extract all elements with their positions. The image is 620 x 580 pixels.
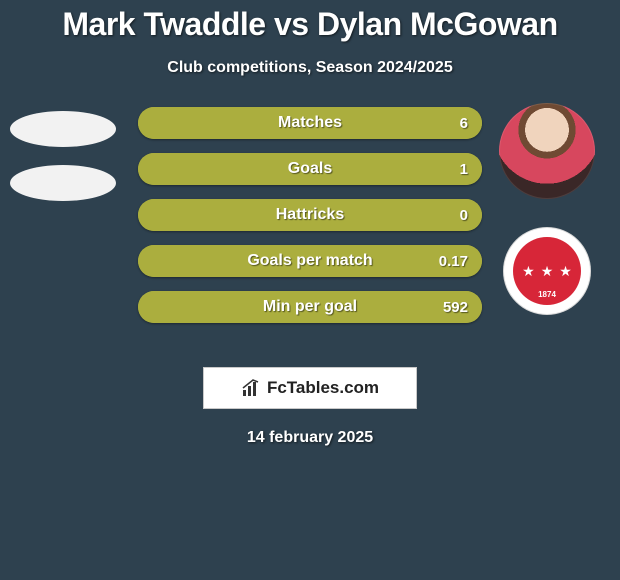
brand-box[interactable]: FcTables.com	[203, 367, 417, 409]
stat-bar-value-right: 0.17	[439, 245, 468, 277]
left-player-club-placeholder	[10, 165, 116, 201]
stat-bar: Hattricks0	[138, 199, 482, 231]
stat-bar-value-right: 592	[443, 291, 468, 323]
stat-bar-label: Matches	[138, 107, 482, 139]
stat-bar: Goals1	[138, 153, 482, 185]
stat-bar-value-right: 1	[460, 153, 468, 185]
brand-text: FcTables.com	[267, 378, 379, 398]
comparison-content: ★★★ 1874 Matches6 Goals1 Hattricks0 Goals p…	[0, 107, 620, 357]
stat-bar-label: Goals	[138, 153, 482, 185]
club-badge-stars: ★★★	[503, 263, 591, 280]
stat-bar-label: Hattricks	[138, 199, 482, 231]
stat-bar-label: Goals per match	[138, 245, 482, 277]
left-player-col	[8, 103, 118, 219]
chart-icon	[241, 378, 261, 398]
comparison-title: Mark Twaddle vs Dylan McGowan	[0, 0, 620, 43]
stat-bar: Goals per match0.17	[138, 245, 482, 277]
right-player-club-badge: ★★★ 1874	[503, 227, 591, 315]
stat-bar: Matches6	[138, 107, 482, 139]
left-player-avatar-placeholder	[10, 111, 116, 147]
comparison-subtitle: Club competitions, Season 2024/2025	[0, 59, 620, 77]
stat-bar: Min per goal592	[138, 291, 482, 323]
stat-bars: Matches6Goals1Hattricks0Goals per match0…	[138, 107, 482, 337]
right-player-avatar	[499, 103, 595, 199]
stat-bar-value-right: 6	[460, 107, 468, 139]
right-player-col: ★★★ 1874	[492, 103, 602, 315]
comparison-date: 14 february 2025	[0, 429, 620, 447]
club-badge-year: 1874	[503, 290, 591, 299]
stat-bar-label: Min per goal	[138, 291, 482, 323]
stat-bar-value-right: 0	[460, 199, 468, 231]
